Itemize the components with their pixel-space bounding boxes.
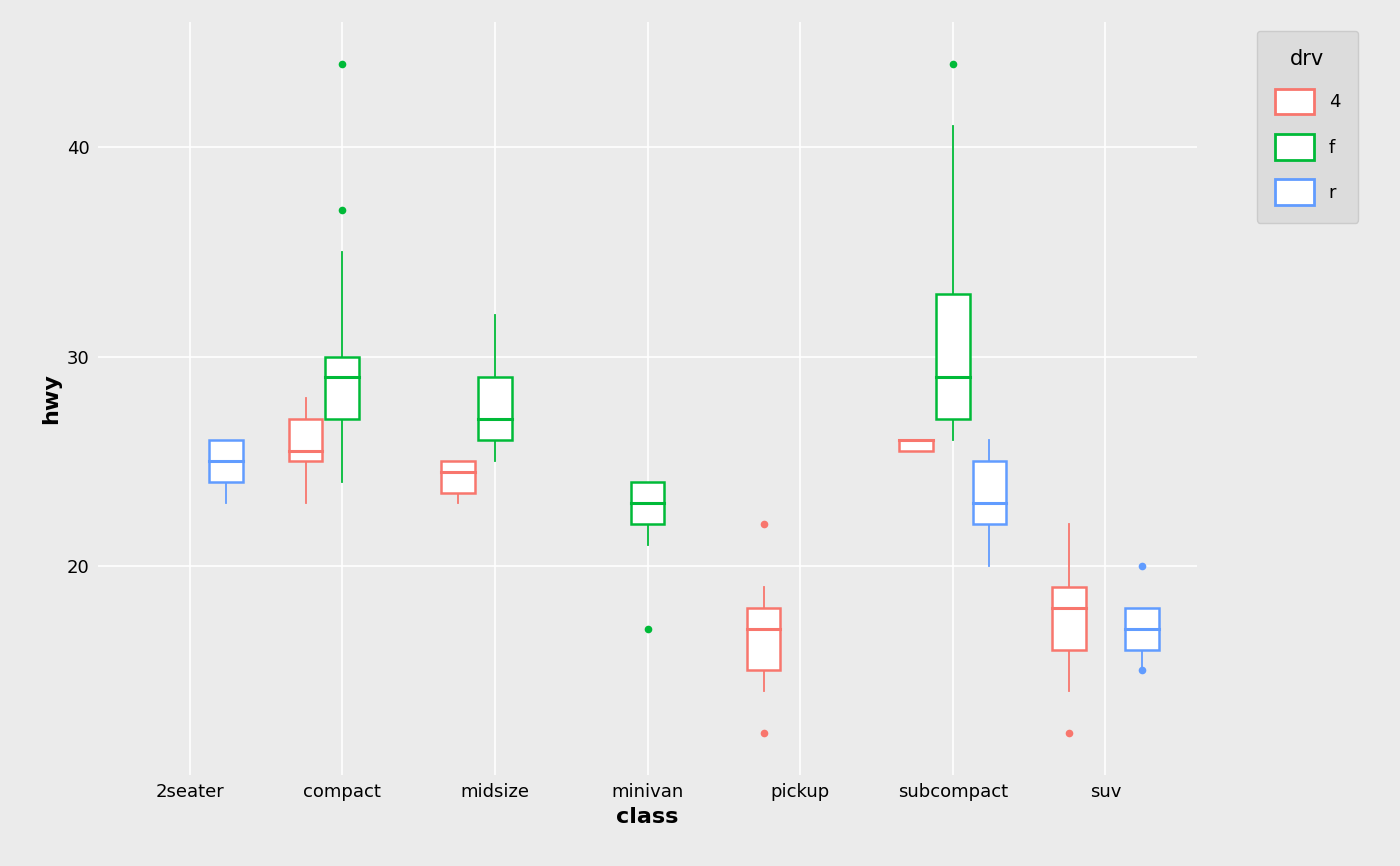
Bar — [631, 482, 664, 524]
Bar — [288, 419, 322, 461]
Bar — [441, 461, 475, 493]
X-axis label: class: class — [616, 807, 679, 827]
Bar — [477, 378, 511, 440]
Bar — [1051, 587, 1085, 650]
Bar — [973, 461, 1007, 524]
Bar — [210, 440, 244, 482]
Bar — [746, 608, 780, 670]
Y-axis label: hwy: hwy — [42, 373, 62, 423]
Bar — [325, 357, 358, 419]
Bar — [937, 294, 970, 419]
Bar — [1126, 608, 1159, 650]
Bar — [899, 440, 932, 450]
Legend: 4, f, r: 4, f, r — [1257, 30, 1358, 223]
